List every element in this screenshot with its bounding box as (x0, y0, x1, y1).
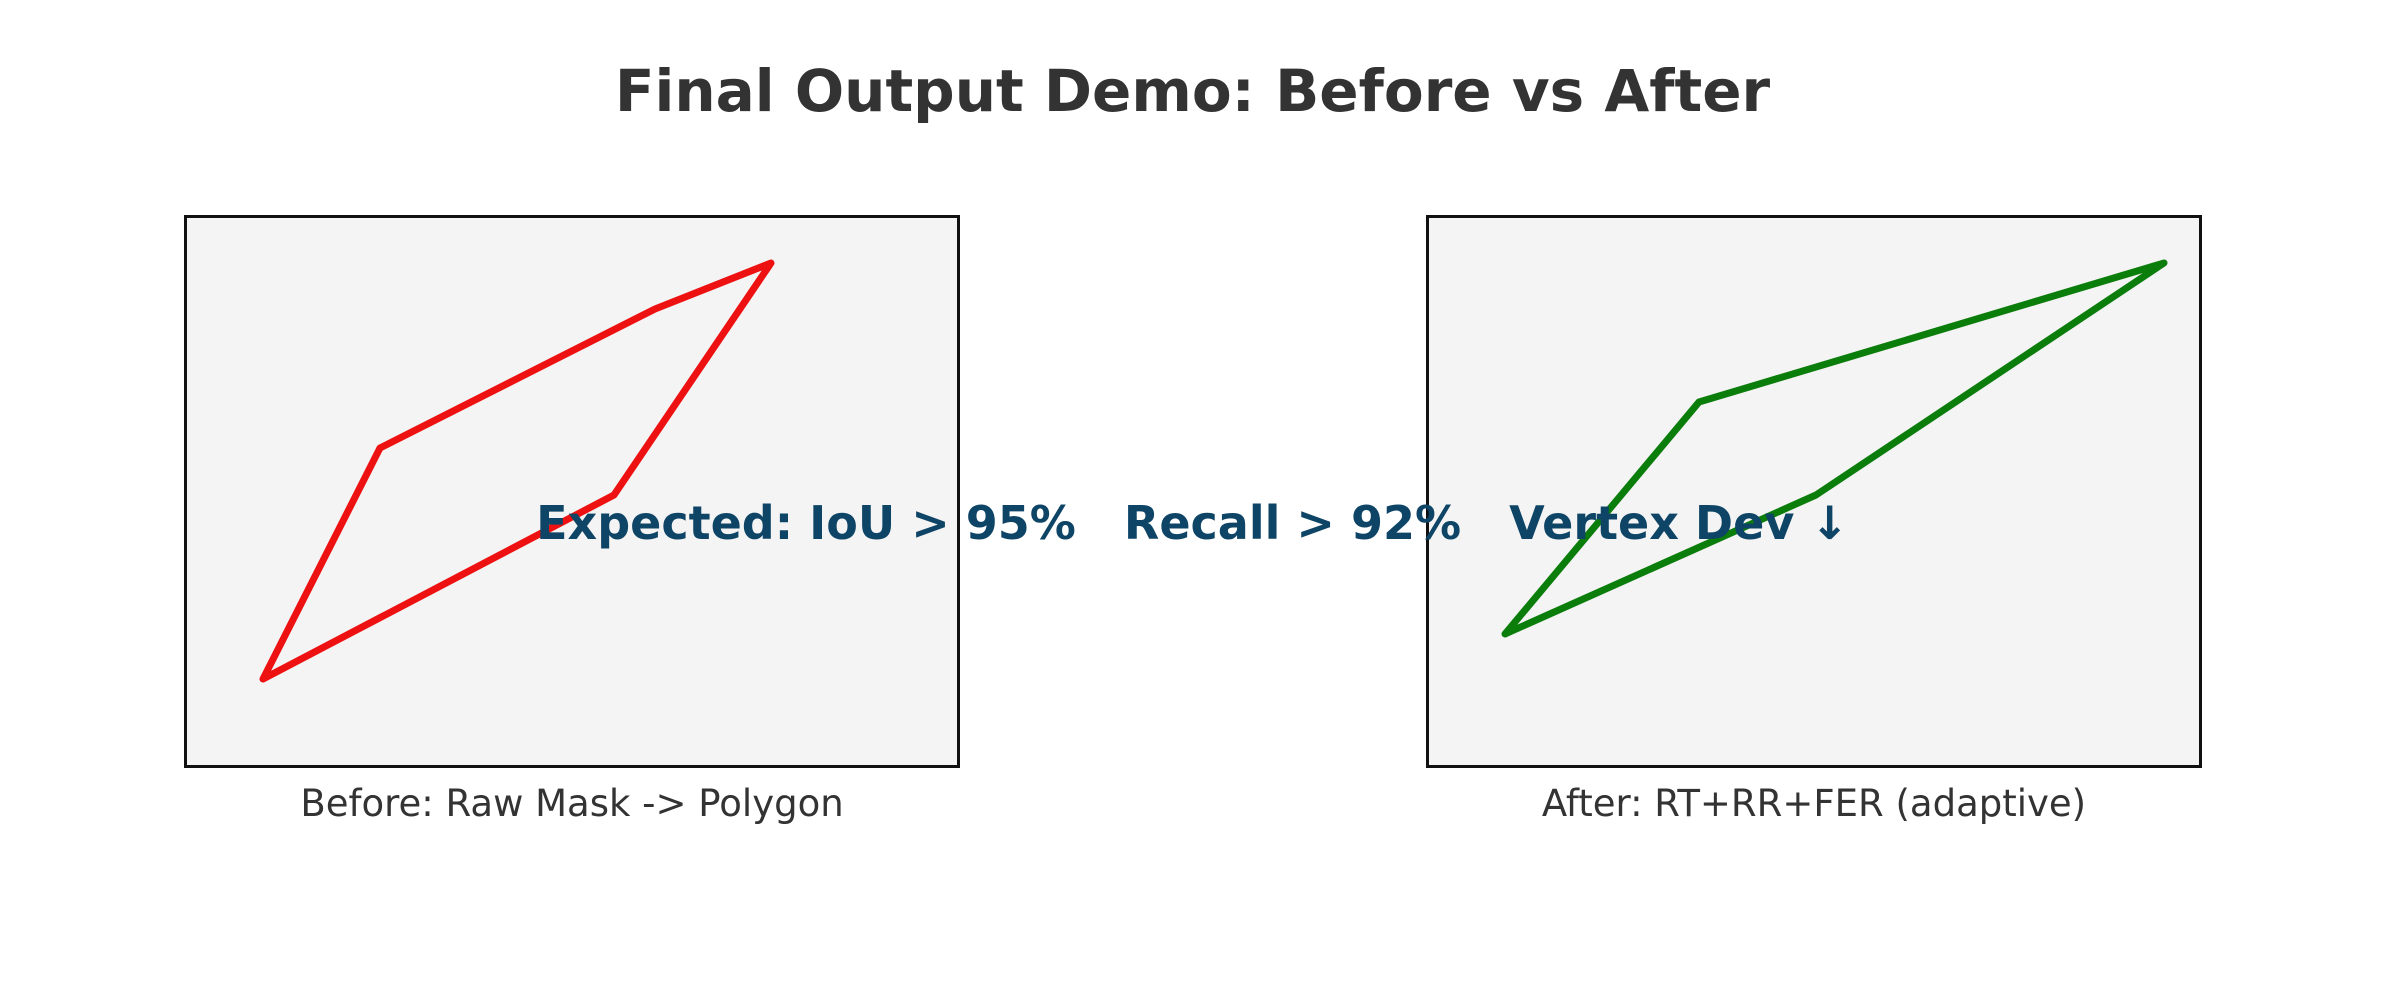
after-polygon-canvas (1501, 259, 2168, 638)
expected-metrics-text: Expected: IoU > 95% Recall > 92% Vertex … (536, 496, 1849, 550)
after-panel (1426, 215, 2202, 768)
diagram-title: Final Output Demo: Before vs After (614, 57, 1771, 125)
before-caption: Before: Raw Mask -> Polygon (300, 782, 844, 825)
before-polygon (259, 259, 775, 683)
after-caption: After: RT+RR+FER (adaptive) (1541, 782, 2087, 825)
before-panel (184, 215, 960, 768)
after-polygon (1501, 259, 2168, 638)
before-polygon-canvas (259, 259, 775, 683)
